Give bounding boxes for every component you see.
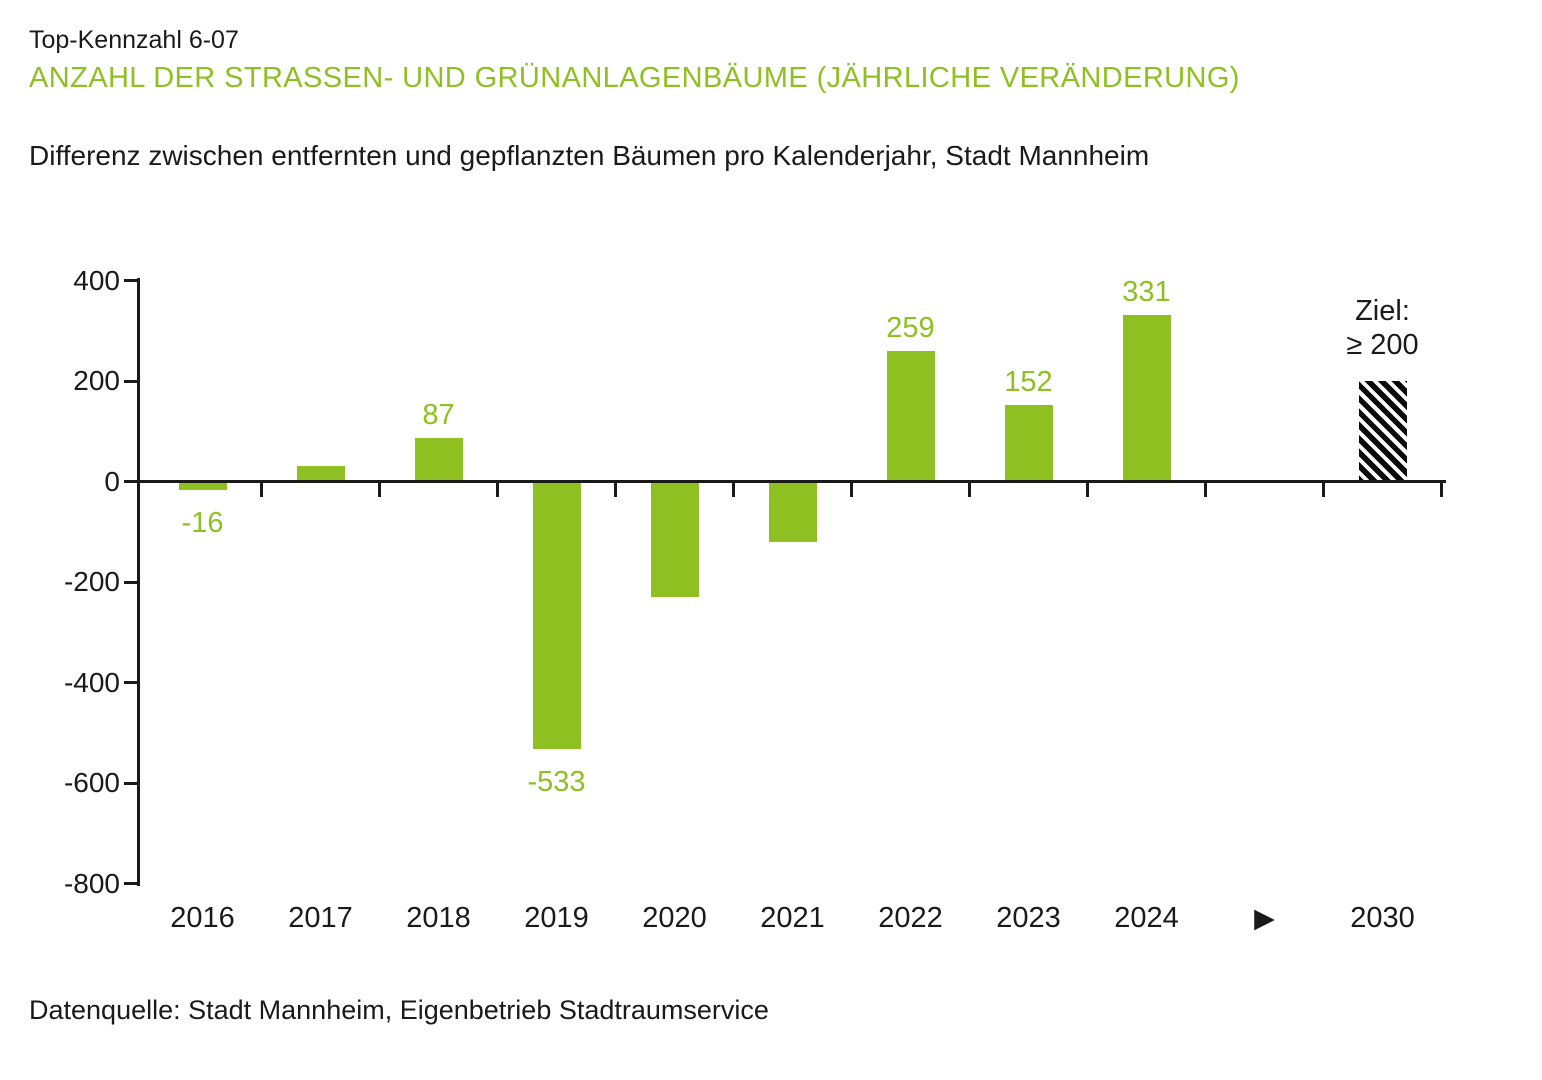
x-axis-line: [137, 480, 1446, 483]
y-axis-tick-label: -400: [63, 666, 120, 698]
bar-2023: [1004, 405, 1053, 483]
x-axis-label-2017: 2017: [288, 902, 353, 934]
timeline-arrow-icon: ▶: [1254, 903, 1275, 933]
kpi-id: Top-Kennzahl 6-07: [29, 26, 239, 54]
y-axis-tick-label: -600: [63, 767, 120, 798]
x-tick: [968, 481, 971, 497]
bar-2018: [414, 437, 463, 483]
bar-value-label: 87: [422, 398, 455, 431]
bar-2016: [178, 481, 227, 490]
y-tick: [124, 480, 137, 483]
x-axis-label-2019: 2019: [524, 902, 589, 934]
x-tick: [1440, 481, 1443, 497]
goal-label-line1: Ziel:: [1355, 295, 1410, 327]
bar-value-label: -16: [181, 506, 224, 539]
y-tick: [124, 681, 137, 684]
x-axis-label-2016: 2016: [170, 902, 235, 934]
bar-value-label: 152: [1004, 366, 1053, 399]
chart-subtitle: Differenz zwischen entfernten und gepfla…: [29, 140, 1150, 171]
x-tick: [1086, 481, 1089, 497]
y-tick: [124, 781, 137, 785]
y-tick: [124, 279, 137, 282]
bar-2017: [296, 466, 345, 483]
x-axis-label-2022: 2022: [878, 902, 943, 934]
bar-2021: [768, 481, 817, 542]
x-tick: [850, 481, 853, 497]
x-tick: [378, 481, 381, 497]
bar-2022: [886, 351, 935, 483]
y-tick: [124, 882, 137, 885]
goal-bar-2030: [1358, 381, 1407, 483]
y-axis-line: [137, 278, 140, 886]
chart-title: ANZAHL DER STRASSEN- UND GRÜNANLAGENBÄUM…: [29, 62, 1240, 94]
x-tick: [732, 481, 735, 497]
x-axis-label-2021: 2021: [760, 902, 825, 934]
bar-2019: [532, 481, 581, 750]
y-tick: [124, 580, 137, 584]
goal-label: Ziel: ≥ 200: [1298, 294, 1468, 362]
y-axis-tick-label: -200: [63, 566, 120, 597]
y-axis-tick-label: -800: [63, 867, 120, 899]
x-axis-label-2023: 2023: [996, 902, 1061, 934]
y-axis-tick-label: 200: [73, 365, 120, 396]
x-axis-label-2020: 2020: [642, 902, 707, 934]
bar-2020: [650, 481, 699, 598]
goal-label-line2: ≥ 200: [1346, 329, 1419, 361]
y-tick: [124, 379, 137, 383]
data-source: Datenquelle: Stadt Mannheim, Eigenbetrie…: [29, 995, 769, 1025]
x-tick: [1322, 481, 1325, 497]
x-tick: [260, 481, 263, 497]
x-axis-label-2030: 2030: [1350, 902, 1415, 934]
x-axis-label-2018: 2018: [406, 902, 471, 934]
bar-value-label: 331: [1122, 276, 1171, 309]
x-tick: [1204, 481, 1207, 497]
x-tick: [614, 481, 617, 497]
y-axis-tick-label: 400: [73, 264, 120, 296]
y-axis-tick-label: 0: [104, 465, 120, 497]
x-tick: [496, 481, 499, 497]
bar-2024: [1122, 315, 1171, 483]
bar-value-label: 259: [886, 312, 935, 345]
bar-value-label: -533: [527, 766, 586, 799]
x-axis-label-2024: 2024: [1114, 902, 1179, 934]
